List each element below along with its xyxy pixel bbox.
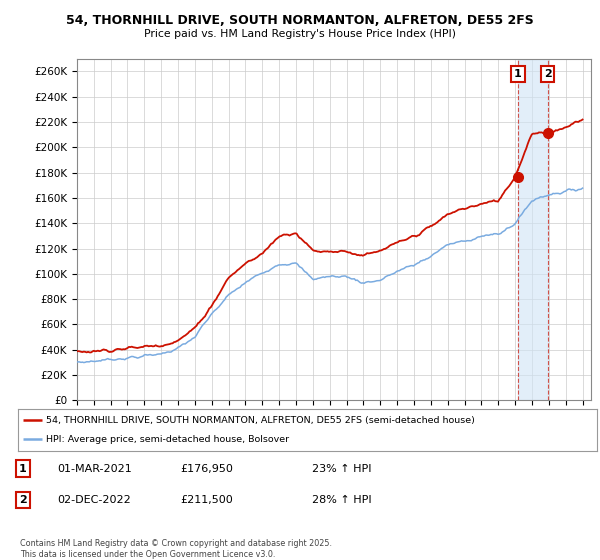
Text: 54, THORNHILL DRIVE, SOUTH NORMANTON, ALFRETON, DE55 2FS: 54, THORNHILL DRIVE, SOUTH NORMANTON, AL… bbox=[66, 14, 534, 27]
Text: 2: 2 bbox=[19, 495, 26, 505]
Text: HPI: Average price, semi-detached house, Bolsover: HPI: Average price, semi-detached house,… bbox=[46, 435, 289, 444]
Bar bbox=[518, 59, 548, 400]
Text: £211,500: £211,500 bbox=[180, 495, 233, 505]
Text: 54, THORNHILL DRIVE, SOUTH NORMANTON, ALFRETON, DE55 2FS (semi-detached house): 54, THORNHILL DRIVE, SOUTH NORMANTON, AL… bbox=[46, 416, 475, 424]
Text: Contains HM Land Registry data © Crown copyright and database right 2025.
This d: Contains HM Land Registry data © Crown c… bbox=[20, 539, 332, 559]
Text: 01-MAR-2021: 01-MAR-2021 bbox=[57, 464, 132, 474]
Text: 2: 2 bbox=[544, 69, 551, 79]
Text: 28% ↑ HPI: 28% ↑ HPI bbox=[312, 495, 371, 505]
Text: £176,950: £176,950 bbox=[180, 464, 233, 474]
Text: 02-DEC-2022: 02-DEC-2022 bbox=[57, 495, 131, 505]
Text: 1: 1 bbox=[19, 464, 26, 474]
Text: 1: 1 bbox=[514, 69, 522, 79]
Text: Price paid vs. HM Land Registry's House Price Index (HPI): Price paid vs. HM Land Registry's House … bbox=[144, 29, 456, 39]
Text: 23% ↑ HPI: 23% ↑ HPI bbox=[312, 464, 371, 474]
